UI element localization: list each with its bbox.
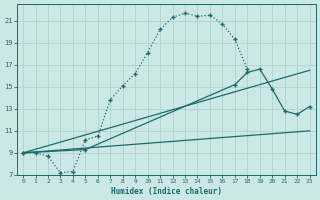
X-axis label: Humidex (Indice chaleur): Humidex (Indice chaleur)	[111, 187, 222, 196]
